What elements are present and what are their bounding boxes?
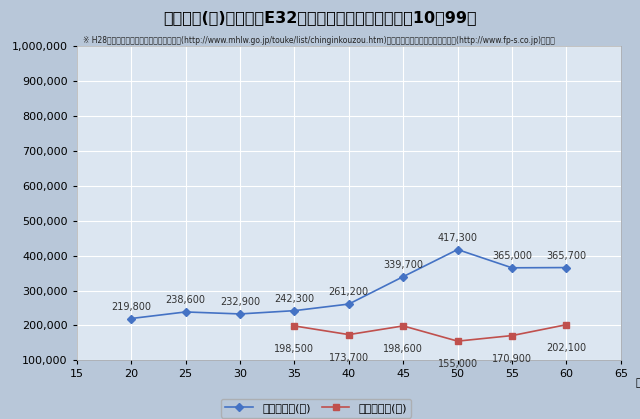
Line: 男性所定給(月): 男性所定給(月) [129, 247, 569, 321]
女性所定給(月) [345, 332, 353, 337]
Text: 202,100: 202,100 [547, 343, 586, 353]
Text: 417,300: 417,300 [438, 233, 477, 243]
Text: 242,300: 242,300 [275, 294, 314, 304]
Text: 261,200: 261,200 [329, 287, 369, 297]
Text: 365,700: 365,700 [547, 251, 586, 261]
Text: 【所定給(月)】大阪シE32その他の製造業シ人数規樗10～99人: 【所定給(月)】大阪シE32その他の製造業シ人数規樗10～99人 [163, 10, 477, 26]
Text: 170,900: 170,900 [492, 354, 532, 364]
男性所定給(月) [345, 302, 353, 307]
女性所定給(月) [563, 322, 570, 327]
Text: 232,900: 232,900 [220, 297, 260, 307]
男性所定給(月) [127, 316, 135, 321]
X-axis label: 年齢: 年齢 [636, 378, 640, 388]
Text: 238,600: 238,600 [166, 295, 205, 305]
Text: 198,600: 198,600 [383, 344, 423, 354]
男性所定給(月) [508, 265, 516, 270]
男性所定給(月) [236, 311, 244, 316]
Text: 339,700: 339,700 [383, 260, 423, 270]
女性所定給(月) [454, 339, 461, 344]
Legend: 男性所定給(月), 女性所定給(月): 男性所定給(月), 女性所定給(月) [221, 399, 412, 418]
男性所定給(月) [563, 265, 570, 270]
Line: 女性所定給(月): 女性所定給(月) [292, 322, 569, 344]
Text: 219,800: 219,800 [111, 302, 151, 312]
女性所定給(月) [291, 323, 298, 328]
男性所定給(月) [454, 247, 461, 252]
女性所定給(月) [399, 323, 407, 328]
Text: 198,500: 198,500 [275, 344, 314, 354]
男性所定給(月) [182, 309, 189, 314]
男性所定給(月) [291, 308, 298, 313]
女性所定給(月) [508, 333, 516, 338]
Text: 155,000: 155,000 [438, 359, 477, 369]
Text: 365,000: 365,000 [492, 251, 532, 261]
男性所定給(月) [399, 274, 407, 279]
Text: ※ H28年「厕労省賃金構造基本統計調査」(http://www.mhlw.go.jp/touke/list/chinginkouzou.htm)を基に安通社会: ※ H28年「厕労省賃金構造基本統計調査」(http://www.mhlw.go… [83, 36, 555, 44]
Text: 173,700: 173,700 [329, 353, 369, 363]
